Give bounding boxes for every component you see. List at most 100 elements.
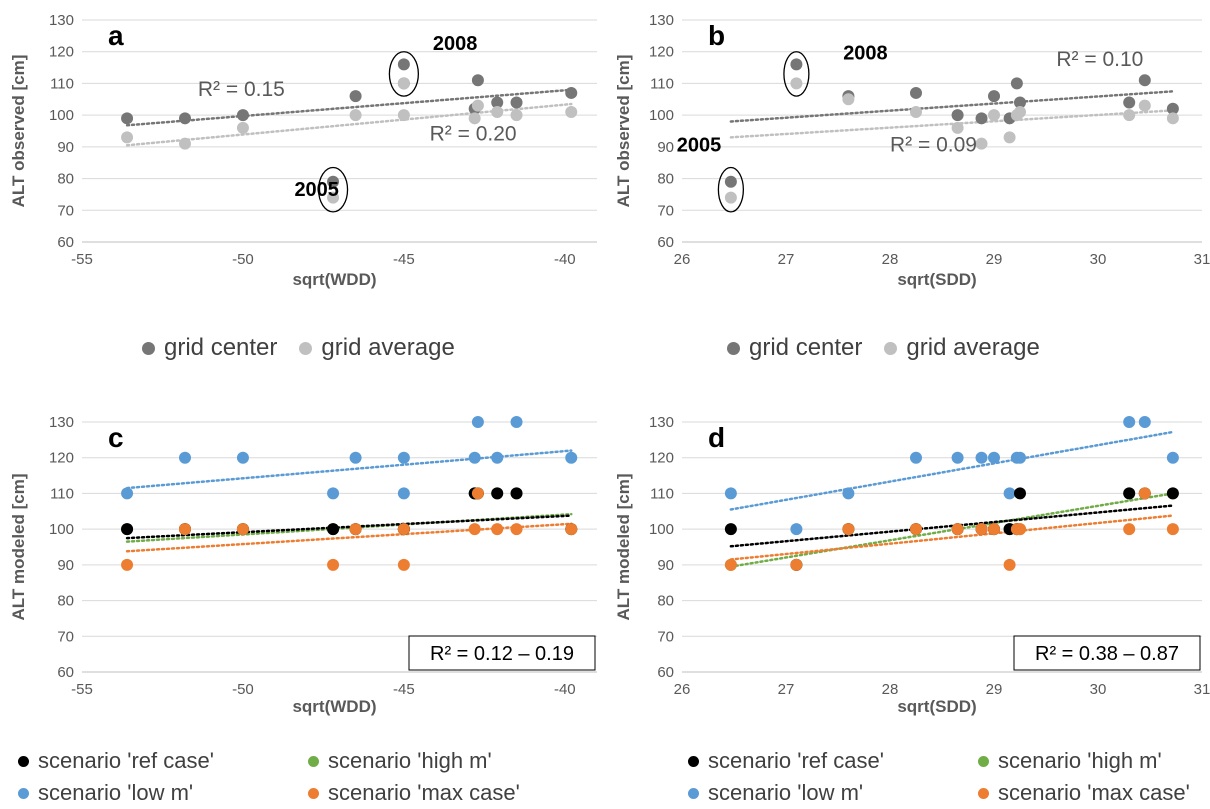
legend-item: scenario 'low m' [18, 780, 308, 806]
y-tick-label: 100 [49, 521, 74, 538]
data-point [790, 523, 803, 536]
y-tick-label: 60 [657, 234, 674, 251]
legend-marker [688, 787, 699, 799]
legend-label: scenario 'low m' [38, 780, 194, 805]
data-point [397, 558, 410, 571]
data-point [1014, 487, 1026, 500]
trendline [125, 449, 573, 490]
legend-item: scenario 'max case' [978, 780, 1210, 806]
data-point [121, 558, 134, 571]
legend-item: scenario 'ref case' [18, 748, 308, 774]
year-annotation: 2008 [433, 33, 478, 55]
highlight-ellipse [317, 166, 349, 213]
y-tick-label: 130 [49, 12, 74, 29]
data-point [790, 77, 803, 90]
data-point [236, 109, 249, 122]
r-squared-box [408, 635, 596, 671]
legend-marker [299, 341, 313, 355]
legend-label: grid average [906, 334, 1040, 361]
data-point [179, 112, 191, 125]
y-tick-label: 90 [57, 557, 74, 574]
data-point [471, 416, 484, 428]
data-point [724, 191, 737, 204]
x-tick-label: -55 [71, 681, 93, 698]
legend-marker [727, 341, 740, 355]
x-tick-label: 30 [1090, 251, 1107, 268]
data-point [491, 523, 504, 536]
chart-panel-d: 60 70 80 90 100 110 120 130 26 27 28 29 30 31 sqrt(SDD… [614, 414, 1210, 716]
r-squared-label: R² = 0.09 [890, 134, 977, 157]
x-tick-label: 27 [778, 251, 795, 268]
y-tick-label: 70 [657, 628, 674, 645]
data-point [1166, 523, 1179, 536]
y-tick-label: 90 [657, 139, 674, 156]
legend-marker [308, 787, 319, 799]
data-point [1123, 96, 1136, 109]
r-squared-label: R² = 0.10 [1056, 48, 1143, 71]
data-point [471, 74, 484, 87]
y-axis-title: ALT observed [cm] [9, 55, 28, 208]
data-point [1166, 102, 1179, 115]
y-tick-label: 100 [649, 521, 674, 538]
data-point [397, 451, 410, 464]
legend-label: scenario 'low m' [708, 780, 864, 805]
data-point [179, 137, 191, 150]
x-tick-label: 30 [1090, 681, 1107, 698]
x-tick-label: -45 [393, 681, 415, 698]
legend-label: scenario 'high m' [328, 748, 492, 773]
data-point [491, 105, 504, 118]
r-squared-label: R² = 0.15 [198, 78, 285, 101]
r-squared-range-label: R² = 0.38 – 0.87 [1035, 643, 1179, 665]
data-point [951, 109, 964, 122]
data-point [988, 109, 1000, 122]
data-point [121, 523, 134, 536]
x-tick-label: 29 [986, 681, 1003, 698]
y-tick-label: 100 [49, 107, 74, 124]
y-tick-label: 80 [57, 171, 74, 188]
data-point [724, 523, 737, 536]
y-axis-title: ALT modeled [cm] [614, 473, 633, 620]
y-tick-label: 110 [50, 75, 74, 92]
data-point [236, 523, 249, 536]
x-tick-label: 31 [1194, 251, 1210, 268]
data-point [327, 487, 340, 500]
x-tick-label: -50 [232, 681, 254, 698]
y-tick-label: 110 [650, 485, 674, 502]
data-point [468, 523, 481, 536]
data-point [910, 451, 922, 464]
chart-panel-b: 60 70 80 90 100 110 120 130 26 27 28 29 30 31 sqrt(SDD… [614, 12, 1210, 289]
trendline [125, 514, 573, 540]
panel-letter: b [708, 20, 725, 51]
data-point [349, 451, 362, 464]
data-point [179, 451, 191, 464]
legend-marker [978, 787, 989, 799]
y-tick-label: 120 [649, 44, 674, 61]
legend-panel-d: scenario 'ref case' scenario 'high m' sc… [688, 748, 1210, 806]
legend-panel-c: scenario 'ref case' scenario 'high m' sc… [18, 748, 608, 806]
data-point [1010, 77, 1023, 90]
legend-marker [142, 341, 155, 355]
year-annotation: 2008 [843, 43, 888, 65]
data-point [510, 96, 523, 109]
data-point [397, 58, 410, 71]
x-axis-title: sqrt(SDD) [897, 697, 976, 716]
data-point [468, 112, 481, 125]
data-point [724, 175, 737, 188]
data-point [1014, 523, 1026, 536]
data-point [1003, 487, 1016, 500]
data-point [327, 523, 340, 536]
data-point [1123, 416, 1136, 428]
legend-item: grid average [299, 334, 455, 362]
x-axis-title: sqrt(WDD) [292, 697, 376, 716]
data-point [349, 90, 362, 103]
legend-label: scenario 'ref case' [708, 748, 884, 773]
data-point [1138, 74, 1151, 87]
data-point [1014, 96, 1026, 109]
x-tick-label: 27 [778, 681, 795, 698]
y-tick-label: 70 [657, 202, 674, 219]
legend-item: scenario 'ref case' [688, 748, 978, 774]
y-axis-title: ALT modeled [cm] [9, 473, 28, 620]
legend-marker [18, 787, 29, 799]
legend-panel-a: grid center grid average [142, 334, 477, 362]
legend-label: scenario 'max case' [328, 780, 520, 805]
